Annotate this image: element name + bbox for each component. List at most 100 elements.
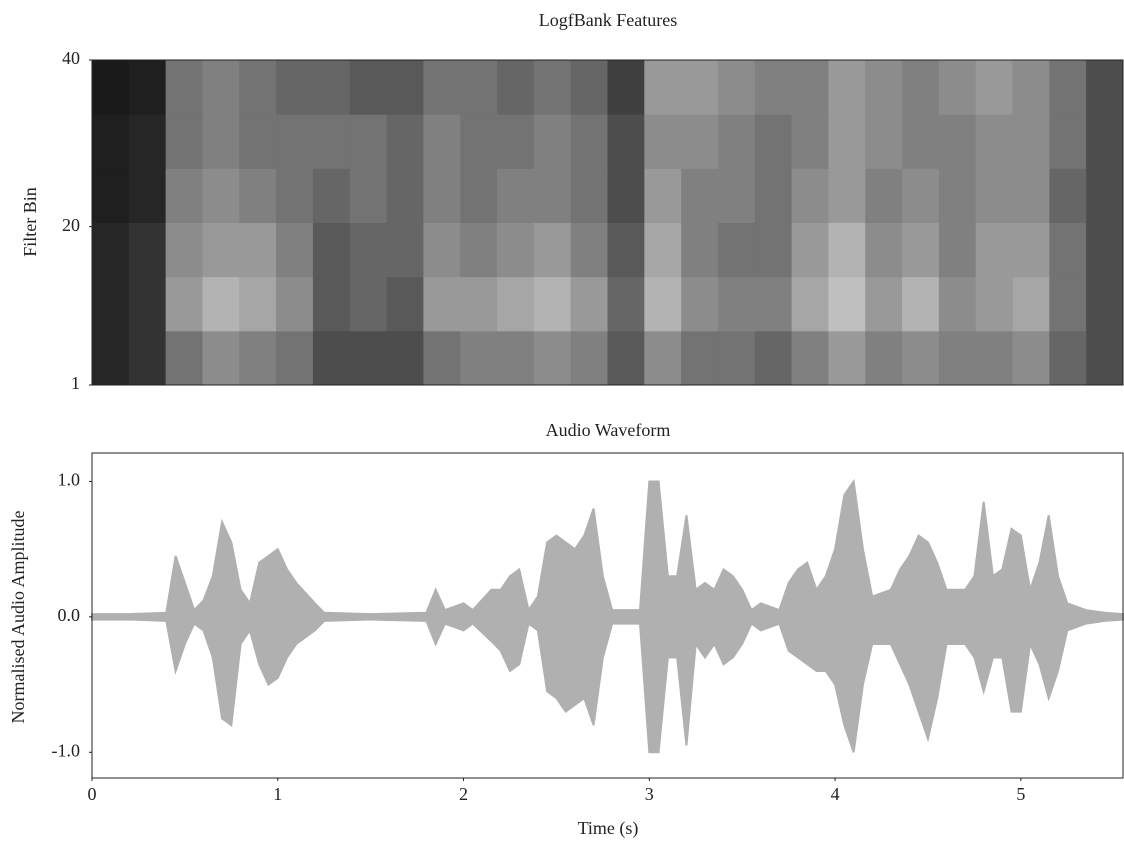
heatmap-cell <box>681 114 719 169</box>
heatmap-cell <box>202 222 240 278</box>
heatmap-cell <box>239 330 277 386</box>
heatmap-cell <box>276 114 314 169</box>
heatmap-cell <box>791 60 829 115</box>
y-tick-label: 40 <box>62 48 80 68</box>
heatmap-cell <box>1049 222 1087 278</box>
heatmap-cell <box>902 168 940 223</box>
heatmap-cell <box>902 276 940 332</box>
heatmap-cell <box>1012 222 1050 278</box>
heatmap-cell <box>1012 330 1050 386</box>
heatmap-cell <box>202 168 240 223</box>
heatmap-cell <box>386 168 424 223</box>
heatmap-cell <box>681 60 719 115</box>
heatmap-cell <box>902 222 940 278</box>
heatmap-cell <box>607 60 645 115</box>
heatmap-cell <box>754 276 793 332</box>
heatmap-cell <box>607 168 645 223</box>
heatmap-cell <box>128 168 167 223</box>
heatmap-cell <box>607 276 645 332</box>
heatmap-cell <box>165 168 203 223</box>
heatmap-cell <box>681 168 719 223</box>
x-tick-label: 5 <box>1016 784 1025 804</box>
heatmap-cell <box>276 60 314 115</box>
chart-title: LogfBank Features <box>539 10 677 30</box>
heatmap-cell <box>460 114 498 169</box>
heatmap-cell <box>607 114 645 169</box>
heatmap-cell <box>754 330 793 386</box>
x-tick-label: 3 <box>645 784 654 804</box>
heatmap-cell <box>349 330 388 386</box>
heatmap-cell <box>681 222 719 278</box>
y-tick-label: 1 <box>71 373 80 393</box>
heatmap-cell <box>1012 114 1050 169</box>
heatmap-cell <box>92 114 130 169</box>
heatmap-cell <box>533 276 572 332</box>
heatmap-cell <box>607 330 645 386</box>
heatmap-cell <box>1049 276 1087 332</box>
heatmap-cell <box>791 168 829 223</box>
heatmap-cell <box>202 114 240 169</box>
heatmap-cell <box>975 114 1014 169</box>
x-tick-label: 2 <box>459 784 468 804</box>
heatmap-cell <box>828 222 866 278</box>
heatmap-cell <box>644 222 682 278</box>
heatmap-cell <box>312 222 351 278</box>
heatmap-cell <box>975 330 1014 386</box>
heatmap-cell <box>533 330 572 386</box>
heatmap-cell <box>460 222 498 278</box>
heatmap-cell <box>828 114 866 169</box>
waveform <box>91 478 1124 754</box>
heatmap-cell <box>938 330 977 386</box>
heatmap-cell <box>828 276 866 332</box>
heatmap-cell <box>423 330 461 386</box>
heatmap-cell <box>92 222 130 278</box>
heatmap-cell <box>681 276 719 332</box>
y-tick-label: 0.0 <box>58 605 81 625</box>
heatmap-cell <box>607 222 645 278</box>
heatmap-cell <box>92 168 130 223</box>
heatmap-cell <box>165 276 203 332</box>
heatmap-cell <box>460 276 498 332</box>
heatmap-cell <box>423 276 461 332</box>
heatmap-cell <box>92 330 130 386</box>
heatmap-cell <box>349 60 388 115</box>
heatmap-cell <box>828 168 866 223</box>
heatmap-cell <box>1086 222 1124 278</box>
heatmap-cell <box>644 330 682 386</box>
heatmap-cell <box>791 276 829 332</box>
heatmap-cell <box>128 222 167 278</box>
heatmap-cell <box>681 330 719 386</box>
heatmap-cell <box>717 276 756 332</box>
heatmap-cell <box>717 168 756 223</box>
heatmap-cell <box>644 276 682 332</box>
heatmap-cell <box>497 222 535 278</box>
heatmap-cell <box>570 114 608 169</box>
heatmap-cell <box>865 60 903 115</box>
heatmap-cell <box>1049 168 1087 223</box>
heatmap-cell <box>423 60 461 115</box>
heatmap-cell <box>239 114 277 169</box>
y-axis-label: Normalised Audio Amplitude <box>8 511 28 724</box>
heatmap-cell <box>239 276 277 332</box>
heatmap-cell <box>349 276 388 332</box>
heatmap-cell <box>754 222 793 278</box>
heatmap-cell <box>533 114 572 169</box>
heatmap-cell <box>902 114 940 169</box>
heatmap-cell <box>791 222 829 278</box>
x-axis-label: Time (s) <box>578 818 639 839</box>
heatmap-cell <box>865 114 903 169</box>
heatmap-cell <box>276 168 314 223</box>
heatmap-cell <box>644 114 682 169</box>
y-axis-label: Filter Bin <box>20 187 40 257</box>
heatmap-cell <box>828 330 866 386</box>
x-tick-label: 4 <box>831 784 840 804</box>
heatmap-cell <box>497 168 535 223</box>
heatmap-cell <box>349 222 388 278</box>
heatmap-cell <box>312 168 351 223</box>
heatmap-cell <box>791 330 829 386</box>
y-tick-label: -1.0 <box>52 740 81 760</box>
x-tick-label: 0 <box>88 784 97 804</box>
heatmap-cell <box>312 330 351 386</box>
heatmap-cell <box>570 60 608 115</box>
